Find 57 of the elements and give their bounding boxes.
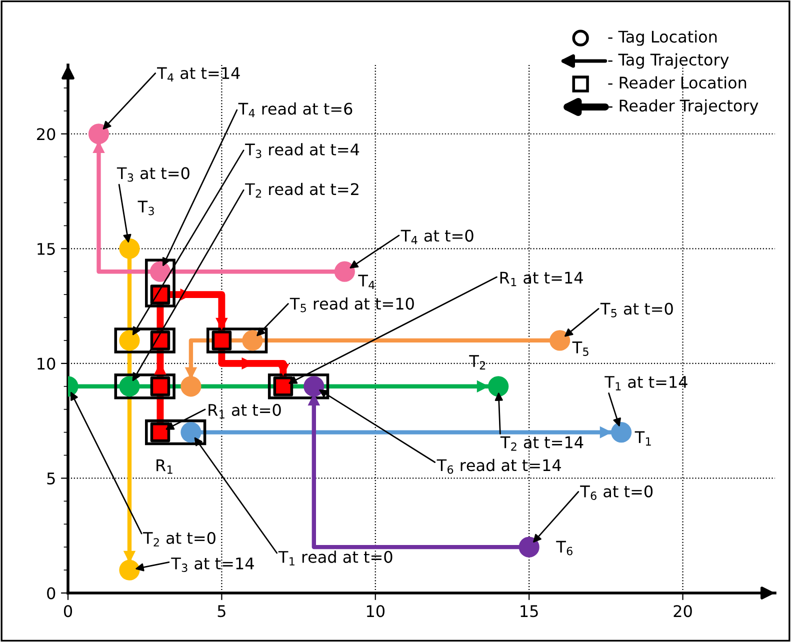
point xyxy=(304,376,324,397)
point xyxy=(119,376,140,397)
point xyxy=(180,376,202,397)
y-tick-label: 20 xyxy=(37,128,56,140)
point xyxy=(150,422,170,442)
point xyxy=(150,376,170,396)
annotation: T$_{2}$ read at t=2 xyxy=(245,182,358,198)
y-tick-label: 0 xyxy=(47,587,56,600)
annotation: T$_{3}$ at t=0 xyxy=(116,167,190,182)
annotation: T$_{5}$ at t=0 xyxy=(600,302,673,318)
point xyxy=(180,422,202,443)
annotation: T$_{5}$ xyxy=(572,342,588,356)
annotation: R$_{1}$ at t=14 xyxy=(500,272,583,286)
annotation: T$_{6}$ xyxy=(556,540,572,556)
y-tick-label: 5 xyxy=(47,472,55,485)
x-tick-label: 10 xyxy=(366,605,384,618)
point xyxy=(334,261,355,282)
y-tick-label: 10 xyxy=(38,358,56,370)
x-tick-label: 20 xyxy=(674,605,692,618)
point xyxy=(150,330,170,350)
point xyxy=(150,261,171,282)
annotation: T$_{1}$ at t=14 xyxy=(604,376,688,390)
point xyxy=(488,376,509,397)
annotation: T$_{4}$ xyxy=(358,274,375,290)
point xyxy=(550,330,570,351)
text: - Tag Location xyxy=(608,30,717,46)
point xyxy=(212,330,232,350)
x-tick-label: 0 xyxy=(64,605,72,618)
point xyxy=(518,536,540,558)
point xyxy=(242,330,263,351)
annotation: T$_{3}$ xyxy=(138,200,154,216)
annotation: T$_{3}$ read at t=4 xyxy=(245,143,360,158)
annotation: R$_{1}$ xyxy=(156,459,172,474)
annotation: T$_{2}$ xyxy=(469,355,486,370)
annotation: - Tag Trajectory xyxy=(608,53,729,69)
point xyxy=(119,560,140,580)
annotation: T$_{1}$ read at t=0 xyxy=(278,550,392,566)
y-tick-label: 15 xyxy=(38,243,55,255)
annotation: T$_{1}$ xyxy=(634,431,651,446)
annotation: T$_{6}$ read at t=14 xyxy=(436,458,561,474)
annotation: T$_{6}$ at t=0 xyxy=(580,485,653,500)
point xyxy=(273,376,294,396)
annotation: T$_{2}$ at t=0 xyxy=(142,532,216,546)
x-tick-label: 15 xyxy=(520,605,538,618)
point xyxy=(88,124,110,144)
point xyxy=(119,330,140,351)
annotation: T$_{4}$ at t=0 xyxy=(400,230,474,244)
annotation: T$_{4}$ at t=14 xyxy=(157,67,240,82)
annotation: T$_{4}$ read at t=6 xyxy=(238,102,352,118)
point xyxy=(150,284,170,304)
annotation: T$_{5}$ read at t=10 xyxy=(290,297,414,312)
annotation: T$_{2}$ at t=14 xyxy=(500,436,584,451)
annotation: T$_{3}$ at t=14 xyxy=(171,558,254,572)
x-tick-label: 5 xyxy=(218,605,226,618)
point xyxy=(611,422,632,443)
annotation: - Reader Location xyxy=(608,76,746,89)
point xyxy=(119,238,140,259)
